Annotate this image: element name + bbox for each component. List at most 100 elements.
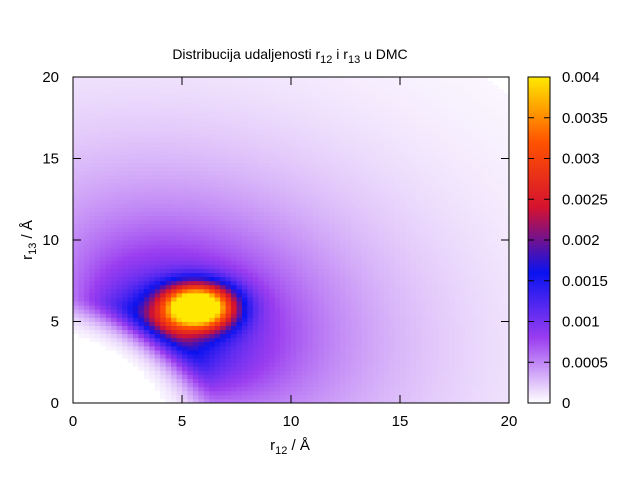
heatmap-cell	[405, 398, 412, 404]
heatmap-cell	[198, 125, 205, 131]
heatmap-cell	[421, 288, 428, 294]
heatmap-cell	[160, 97, 167, 102]
heatmap-cell	[252, 191, 259, 196]
heatmap-cell	[312, 260, 319, 265]
heatmap-cell	[187, 211, 194, 216]
heatmap-cell	[410, 325, 417, 331]
heatmap-cell	[187, 97, 194, 102]
heatmap-cell	[241, 268, 248, 273]
heatmap-cell	[209, 166, 216, 172]
heatmap-cell	[345, 150, 352, 155]
heatmap-cell	[192, 378, 199, 384]
heatmap-cell	[149, 113, 156, 119]
heatmap-cell	[372, 264, 379, 269]
heatmap-cell	[372, 313, 379, 318]
heatmap-cell	[421, 227, 428, 233]
heatmap-cell	[83, 129, 90, 135]
heatmap-cell	[171, 284, 177, 290]
heatmap-cell	[389, 350, 395, 355]
heatmap-cell	[78, 256, 85, 261]
heatmap-cell	[154, 150, 161, 155]
heatmap-cell	[236, 138, 243, 143]
heatmap-cell	[400, 394, 406, 400]
heatmap-cell	[345, 142, 352, 147]
heatmap-cell	[361, 337, 368, 343]
heatmap-cell	[274, 174, 281, 180]
heatmap-cell	[127, 280, 134, 286]
heatmap-cell	[171, 362, 177, 367]
heatmap-cell	[89, 89, 96, 94]
heatmap-cell	[329, 125, 335, 131]
heatmap-cell	[143, 354, 150, 359]
heatmap-cell	[291, 235, 297, 241]
heatmap-cell	[383, 187, 390, 192]
heatmap-cell	[78, 150, 85, 155]
heatmap-cell	[214, 321, 221, 326]
heatmap-cell	[116, 350, 123, 355]
heatmap-cell	[410, 129, 417, 135]
heatmap-cell	[176, 125, 183, 131]
heatmap-cell	[214, 231, 221, 237]
heatmap-cell	[280, 382, 286, 388]
heatmap-cell	[78, 321, 85, 326]
heatmap-cell	[416, 260, 423, 265]
heatmap-cell	[165, 231, 172, 237]
heatmap-cell	[318, 199, 325, 204]
heatmap-cell	[280, 85, 286, 90]
heatmap-cell	[291, 374, 297, 379]
heatmap-cell	[389, 129, 395, 135]
heatmap-cell	[340, 354, 346, 359]
heatmap-cell	[361, 354, 368, 359]
heatmap-cell	[165, 182, 172, 188]
heatmap-cell	[405, 178, 412, 184]
heatmap-cell	[171, 313, 177, 318]
heatmap-cell	[241, 142, 248, 147]
heatmap-cell	[171, 272, 177, 278]
heatmap-cell	[160, 150, 167, 155]
heatmap-cell	[361, 113, 368, 119]
heatmap-cell	[394, 354, 401, 359]
heatmap-cell	[416, 374, 423, 379]
heatmap-cell	[252, 138, 259, 143]
heatmap-cell	[203, 378, 210, 384]
heatmap-cell	[312, 374, 319, 379]
heatmap-cell	[220, 329, 226, 335]
heatmap-cell	[203, 199, 210, 204]
heatmap-cell	[214, 117, 221, 123]
heatmap-cell	[280, 125, 286, 131]
heatmap-cell	[307, 362, 314, 367]
heatmap-cell	[127, 345, 134, 351]
heatmap-cell	[138, 162, 145, 168]
heatmap-cell	[154, 292, 161, 298]
heatmap-cell	[291, 162, 297, 168]
heatmap-cell	[312, 109, 319, 115]
heatmap-cell	[209, 288, 216, 294]
heatmap-cell	[171, 374, 177, 379]
heatmap-cell	[241, 166, 248, 172]
heatmap-cell	[291, 366, 297, 371]
heatmap-cell	[132, 121, 139, 127]
heatmap-cell	[203, 321, 210, 326]
heatmap-cell	[296, 264, 303, 269]
heatmap-cell	[187, 354, 194, 359]
heatmap-cell	[138, 93, 145, 98]
heatmap-cell	[231, 158, 237, 163]
heatmap-cell	[236, 272, 243, 278]
heatmap-cell	[296, 138, 303, 143]
heatmap-cell	[274, 366, 281, 371]
heatmap-cell	[329, 178, 335, 184]
heatmap-cell	[410, 142, 417, 147]
heatmap-cell	[105, 97, 112, 102]
heatmap-cell	[318, 85, 325, 90]
heatmap-cell	[247, 97, 254, 102]
heatmap-cell	[192, 125, 199, 131]
heatmap-cell	[345, 117, 352, 123]
heatmap-cell	[241, 382, 248, 388]
heatmap-cell	[394, 309, 401, 314]
heatmap-cell	[274, 81, 281, 86]
heatmap-cell	[372, 252, 379, 257]
heatmap-cell	[410, 358, 417, 363]
heatmap-cell	[203, 256, 210, 261]
heatmap-cell	[209, 345, 216, 351]
heatmap-cell	[105, 317, 112, 322]
